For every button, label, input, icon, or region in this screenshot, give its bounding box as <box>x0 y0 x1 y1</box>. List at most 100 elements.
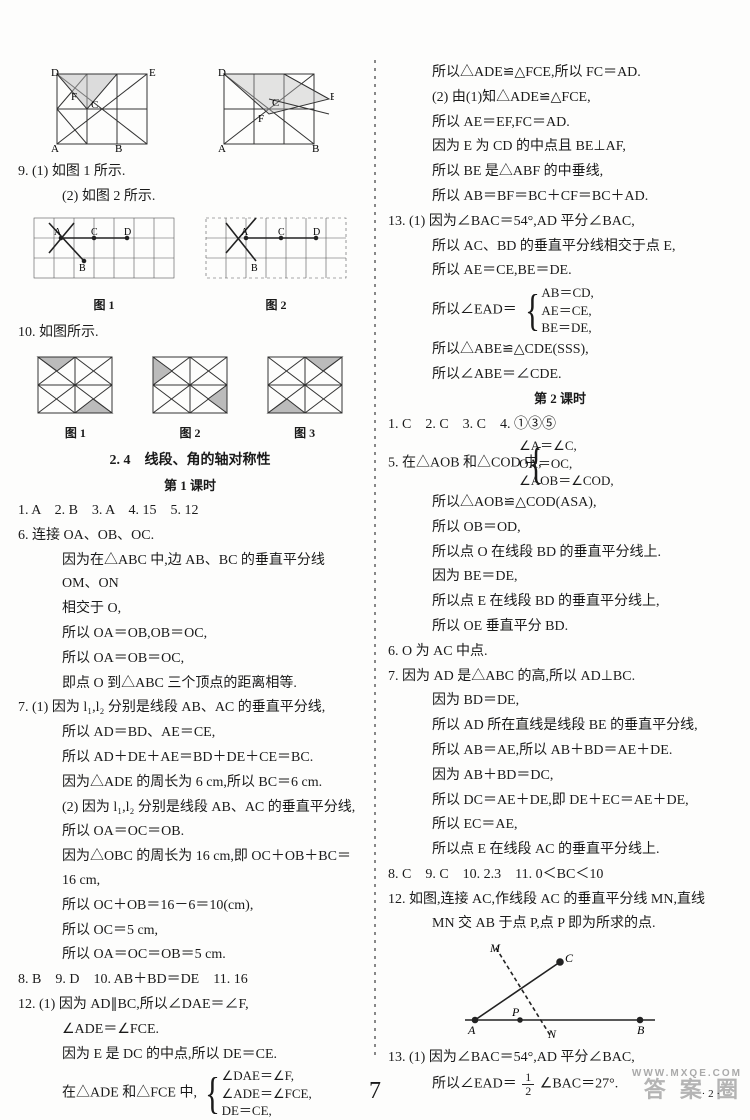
r-q7-l1: 7. 因为 AD 是△ABC 的高,所以 AD⊥BC. <box>388 665 732 689</box>
q7-l2: 所以 AD＝BD、AE＝CE, <box>18 721 362 745</box>
r-t1: 所以△ADE≌△FCE,所以 FC＝AD. <box>388 61 732 85</box>
fig9a-D: D <box>124 227 131 238</box>
fig12-N: N <box>547 1027 557 1040</box>
r-q5-c2: OA＝OC, <box>545 455 613 473</box>
fig12-P: P <box>511 1005 520 1019</box>
q6-l2: 因为在△ABC 中,边 AB、BC 的垂直平分线 OM、ON <box>18 549 362 597</box>
q12-case1: ∠DAE＝∠F, <box>222 1067 312 1085</box>
fig9b-D: D <box>313 227 320 238</box>
top-a-E: E <box>149 67 156 79</box>
r-t3: 所以 AE＝EF,FC＝AD. <box>388 111 732 135</box>
q7-l9: 所以 OC＝5 cm, <box>18 919 362 943</box>
r-q6: 6. O 为 AC 中点. <box>388 640 732 664</box>
r-q13-c1: AB＝CD, <box>541 284 593 302</box>
top-diagram-row: D E F C A B <box>18 64 362 154</box>
column-divider <box>374 60 376 1060</box>
q9-line1: 9. (1) 如图 1 所示. <box>18 160 362 184</box>
fig10-c: 图 3 <box>260 349 350 443</box>
q7-l3: 所以 AD＋DE＋AE＝BD＋DE＋CE＝BC. <box>18 746 362 770</box>
r-q13b-pre: 所以∠EAD＝ <box>432 1076 517 1091</box>
r-q7-l4: 所以 AB＝AE,所以 AB＋BD＝AE＋DE. <box>388 739 732 763</box>
fig10c-label: 图 3 <box>260 423 350 443</box>
fig12-C: C <box>565 951 574 965</box>
top-a-D: D <box>51 67 59 79</box>
q12-l1: 12. (1) 因为 AD∥BC,所以∠DAE＝∠F, <box>18 993 362 1017</box>
lesson-1-title: 第 1 课时 <box>18 475 362 497</box>
right-column: 所以△ADE≌△FCE,所以 FC＝AD. (2) 由(1)知△ADE≌△FCE… <box>382 60 738 1060</box>
fig10-a: 图 1 <box>30 349 120 443</box>
r-q5-l5: 所以点 E 在线段 BD 的垂直平分线上, <box>388 590 732 614</box>
fig9b-B: B <box>251 263 258 274</box>
top-a-C: C <box>91 99 98 111</box>
fig12-A: A <box>467 1023 476 1037</box>
q12-l2: ∠ADE＝∠FCE. <box>18 1018 362 1042</box>
r-q5-l1: 所以△AOB≌△COD(ASA), <box>388 491 732 515</box>
q7-l8: 所以 OC＋OB＝16－6＝10(cm), <box>18 894 362 918</box>
fig12-row: M C A N B P <box>388 940 732 1040</box>
top-b-F: F <box>258 113 264 125</box>
r-q13-l5: 所以∠ABE＝∠CDE. <box>388 363 732 387</box>
r-q5-cases-row: 5. 在△AOB 和△COD 中, { ∠A＝∠C, OA＝OC, ∠AOB＝∠… <box>388 437 732 490</box>
q12-case3: DE＝CE, <box>222 1102 312 1120</box>
fig9a-label: 图 1 <box>29 295 179 315</box>
brace-system-3: { ∠A＝∠C, OA＝OC, ∠AOB＝∠COD, <box>547 437 613 490</box>
top-a-F: F <box>71 91 77 103</box>
diagram-top-a: D E F C A B <box>47 64 157 154</box>
fig10b-label: 图 2 <box>145 423 235 443</box>
fig9b-C: C <box>278 227 285 238</box>
q7-l7: 因为△OBC 的周长为 16 cm,即 OC＋OB＋BC＝16 cm, <box>18 845 362 893</box>
q6-l5: 所以 OA＝OB＝OC, <box>18 647 362 671</box>
q7-l10: 所以 OA＝OC＝OB＝5 cm. <box>18 943 362 967</box>
q7-l4: 因为△ADE 的周长为 6 cm,所以 BC＝6 cm. <box>18 771 362 795</box>
r-q5-l6: 所以 OE 垂直平分 BD. <box>388 615 732 639</box>
q7-l5: (2) 因为 l₁,l₂ 分别是线段 AB、AC 的垂直平分线, <box>18 796 362 820</box>
r-q13-l2: 所以 AC、BD 的垂直平分线相交于点 E, <box>388 235 732 259</box>
top-b-D: D <box>218 67 226 79</box>
r-q7-l7: 所以 EC＝AE, <box>388 813 732 837</box>
frac-n: 1 <box>522 1071 534 1084</box>
q12-case2: ∠ADE＝∠FCE, <box>222 1085 312 1103</box>
watermark-text: 答 案 圈 <box>644 1071 742 1108</box>
q6-l3: 相交于 O, <box>18 597 362 621</box>
r-q7-l6: 所以 DC＝AE＋DE,即 DE＋EC＝AE＋DE, <box>388 789 732 813</box>
r-t6: 所以 AB＝BF＝BC＋CF＝BC＋AD. <box>388 185 732 209</box>
q6-l4: 所以 OA＝OB,OB＝OC, <box>18 622 362 646</box>
top-b-B: B <box>312 143 319 154</box>
fig10a-label: 图 1 <box>30 423 120 443</box>
r-q5-l4: 因为 BE＝DE, <box>388 565 732 589</box>
r-q13-c3: BE＝DE, <box>541 319 593 337</box>
top-b-A: A <box>218 143 226 154</box>
r-q12-l1: 12. 如图,连接 AC,作线段 AC 的垂直平分线 MN,直线 <box>388 888 732 912</box>
left-brace-icon-2: { <box>525 291 540 331</box>
r-q13-pre: 所以∠EAD＝ <box>432 303 517 318</box>
left-column: D E F C A B <box>12 60 368 1060</box>
r-q7-l3: 所以 AD 所在直线是线段 BE 的垂直平分线, <box>388 714 732 738</box>
section-2-4-title: 2. 4 线段、角的轴对称性 <box>18 449 362 473</box>
r-q13-l3: 所以 AE＝CE,BE＝DE. <box>388 259 732 283</box>
left-brace-icon: { <box>206 1074 221 1114</box>
row-1-5: 1. A 2. B 3. A 4. 15 5. 12 <box>18 499 362 523</box>
fig12-B: B <box>637 1023 645 1037</box>
r-row-8-11: 8. C 9. C 10. 2.3 11. 0＜BC＜10 <box>388 863 732 887</box>
r-q13b-post: ∠BAC＝27°. <box>540 1076 618 1091</box>
r-q7-l2: 因为 BD＝DE, <box>388 689 732 713</box>
page-number: · 2 · <box>702 1085 720 1104</box>
r-q13-cases-row: 所以∠EAD＝ { AB＝CD, AE＝CE, BE＝DE, <box>388 284 732 337</box>
fig9-a: A C D B 图 1 <box>29 213 179 315</box>
page-mark: 7 <box>369 1071 381 1112</box>
q7-l1: 7. (1) 因为 l₁,l₂ 分别是线段 AB、AC 的垂直平分线, <box>18 696 362 720</box>
r-q7-l5: 因为 AB＋BD＝DC, <box>388 764 732 788</box>
fig9a-B: B <box>79 263 86 274</box>
q12-cases-row: 在△ADE 和△FCE 中, { ∠DAE＝∠F, ∠ADE＝∠FCE, DE＝… <box>18 1067 362 1120</box>
q7-l6: 所以 OA＝OC＝OB. <box>18 820 362 844</box>
brace-system-2: { AB＝CD, AE＝CE, BE＝DE, <box>522 284 594 337</box>
fig9b-label: 图 2 <box>201 295 351 315</box>
top-b-C: C <box>272 97 279 109</box>
diagram-top-b: D E F C A B <box>214 64 334 154</box>
r-q5-c1: ∠A＝∠C, <box>545 437 613 455</box>
q6-l6: 即点 O 到△ABC 三个顶点的距离相等. <box>18 672 362 696</box>
fig9a-C: C <box>91 227 98 238</box>
r-q7-l8: 所以点 E 在线段 AC 的垂直平分线上. <box>388 838 732 862</box>
q12-l3: 因为 E 是 DC 的中点,所以 DE＝CE. <box>18 1043 362 1067</box>
fig10-b: 图 2 <box>145 349 235 443</box>
